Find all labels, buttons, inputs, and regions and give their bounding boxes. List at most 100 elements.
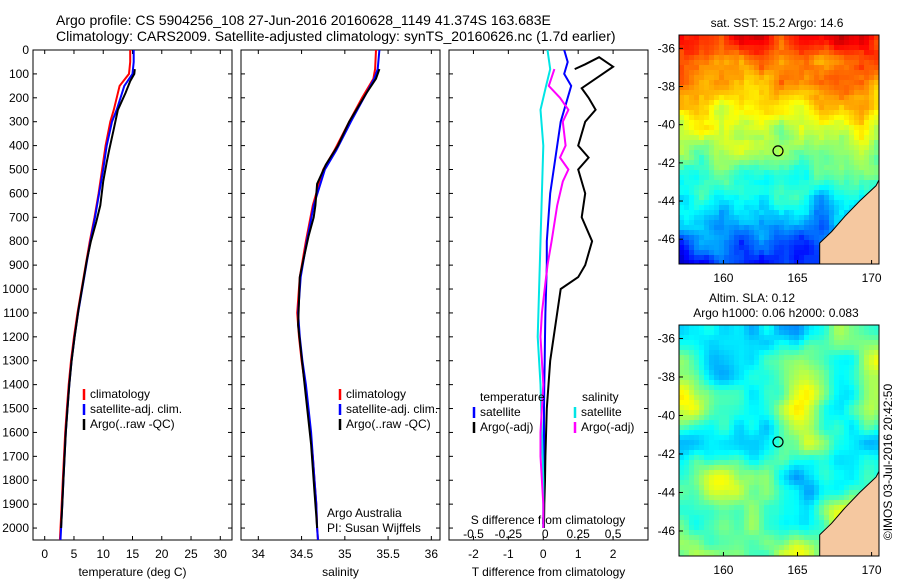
- map-ytick-label: -38: [658, 80, 676, 94]
- map-xtick-label: 160: [713, 563, 733, 577]
- ytick-label: 200: [9, 91, 29, 105]
- map-xtick-label: 160: [713, 271, 733, 285]
- legend-label: satellite-adj. clim.: [90, 402, 182, 416]
- ytick-label: 700: [9, 210, 29, 224]
- panel-temperature: 0100200300400500600700800900100011001200…: [2, 43, 233, 579]
- xtick-label: -1: [503, 547, 514, 561]
- legend-label: Argo(..raw -QC): [346, 417, 431, 431]
- series-line-satellite: [536, 50, 552, 528]
- legend-title: temperature: [480, 390, 545, 404]
- xtick-label: 25: [184, 547, 198, 561]
- argo-location-marker: [772, 145, 784, 157]
- map-ytick-label: -46: [658, 232, 676, 246]
- annotation-line: Argo Australia: [327, 506, 402, 520]
- series-group: [536, 50, 615, 529]
- land-mass: [819, 471, 879, 556]
- xtick-label: 2: [610, 547, 617, 561]
- map-subtitle: Argo h1000: 0.06 h2000: 0.083: [693, 306, 859, 320]
- series-group: [296, 50, 381, 540]
- xtick-label: 0: [540, 547, 547, 561]
- map-title: Altim. SLA: 0.12: [709, 291, 795, 305]
- legend-label: Argo(-adj): [480, 420, 533, 434]
- map-xtick-label: 165: [788, 271, 808, 285]
- ytick-label: 2000: [2, 521, 29, 535]
- map-ytick-label: -46: [658, 524, 676, 538]
- ytick-label: 1200: [2, 330, 29, 344]
- map-title: sat. SST: 15.2 Argo: 14.6: [711, 16, 844, 30]
- ytick-label: 1900: [2, 497, 29, 511]
- legend-label: satellite: [480, 405, 521, 419]
- legend-label: climatology: [90, 387, 150, 401]
- legend-label: Argo(..raw -QC): [90, 417, 175, 431]
- xtick-label: 35: [338, 547, 352, 561]
- ytick-label: 900: [9, 258, 29, 272]
- s-difference-label: S difference from climatology: [471, 513, 626, 527]
- map-xtick-label: 165: [788, 563, 808, 577]
- map-ytick-label: -44: [658, 194, 676, 208]
- map-ytick-label: -42: [658, 156, 676, 170]
- legend-label: Argo(-adj): [581, 420, 634, 434]
- ytick-label: 100: [9, 67, 29, 81]
- annotation-line: PI: Susan Wijffels: [327, 521, 421, 535]
- xtick-label: 30: [214, 547, 228, 561]
- xtick-label: 1: [575, 547, 582, 561]
- series-line-argo-raw-qc-: [60, 68, 136, 529]
- ytick-label: 1100: [3, 306, 29, 320]
- map-ytick-label: -40: [658, 408, 676, 422]
- xtick-label: 0: [41, 547, 48, 561]
- xtick-label: -2: [468, 547, 479, 561]
- map-xtick-label: 170: [862, 271, 882, 285]
- plot-frame-temperature: [32, 49, 233, 541]
- plot-frame-difference: [448, 49, 649, 541]
- profile-title: Argo profile: CS 5904256_108 27-Jun-2016…: [56, 12, 551, 28]
- map-ytick-label: -44: [658, 485, 676, 499]
- map-ytick-label: -36: [658, 41, 676, 55]
- map-cells: [679, 35, 879, 264]
- s-tick-label: 0.5: [605, 527, 622, 541]
- series-line-argo-adj-: [539, 68, 570, 528]
- profiles-layer: 0100200300400500600700800900100011001200…: [2, 43, 649, 579]
- map-frame: [678, 324, 880, 557]
- legend-label: climatology: [346, 387, 406, 401]
- ytick-label: 0: [22, 43, 29, 57]
- series-group: [58, 50, 136, 540]
- xtick-label: 20: [155, 547, 169, 561]
- xtick-label: 34.5: [290, 547, 314, 561]
- xtick-label: 15: [126, 547, 140, 561]
- ytick-label: 300: [9, 115, 29, 129]
- xtick-label: 35.5: [376, 547, 400, 561]
- ytick-label: 1300: [2, 354, 29, 368]
- ytick-label: 500: [9, 163, 29, 177]
- x-axis-label: T difference from climatology: [472, 565, 626, 579]
- ytick-label: 800: [9, 234, 29, 248]
- ytick-label: 1700: [2, 449, 29, 463]
- s-tick-label: -0.5: [463, 527, 484, 541]
- land-mass: [819, 179, 879, 264]
- xtick-label: 36: [425, 547, 439, 561]
- s-tick-label: -0.25: [495, 527, 523, 541]
- x-axis-label: temperature (deg C): [78, 565, 186, 579]
- xtick-label: 5: [71, 547, 78, 561]
- map-frame: [678, 34, 880, 265]
- map-ytick-label: -38: [658, 370, 676, 384]
- ytick-label: 1800: [2, 473, 29, 487]
- credit-footer: ©IMOS 03-Jul-2016 20:42:50: [881, 384, 895, 541]
- map-sla_map: 160 165 170 -36 -38 -40 -42 -44 -46 Altim. SLA: 0…: [658, 291, 882, 577]
- s-tick-label: 0: [542, 527, 549, 541]
- legend-title: salinity: [582, 390, 619, 404]
- panel-salinity: 34 34.5 35 35.5 36 salinity climatologysatelli…: [240, 49, 441, 579]
- map-xtick-label: 170: [862, 563, 882, 577]
- xtick-label: 34: [252, 547, 266, 561]
- maps-layer: 160 165 170 -36 -38 -40 -42 -44 -46 sat. SST: 15.…: [658, 16, 882, 577]
- x-axis-label: salinity: [322, 565, 359, 579]
- legend-label: satellite: [581, 405, 622, 419]
- argo-location-marker: [772, 436, 784, 448]
- ytick-label: 1000: [2, 282, 29, 296]
- ytick-label: 1400: [2, 378, 29, 392]
- ytick-label: 1500: [2, 402, 29, 416]
- s-tick-label: 0.25: [566, 527, 590, 541]
- map-ytick-label: -42: [658, 447, 676, 461]
- ytick-label: 600: [9, 186, 29, 200]
- climatology-subtitle: Climatology: CARS2009. Satellite-adjuste…: [56, 28, 616, 44]
